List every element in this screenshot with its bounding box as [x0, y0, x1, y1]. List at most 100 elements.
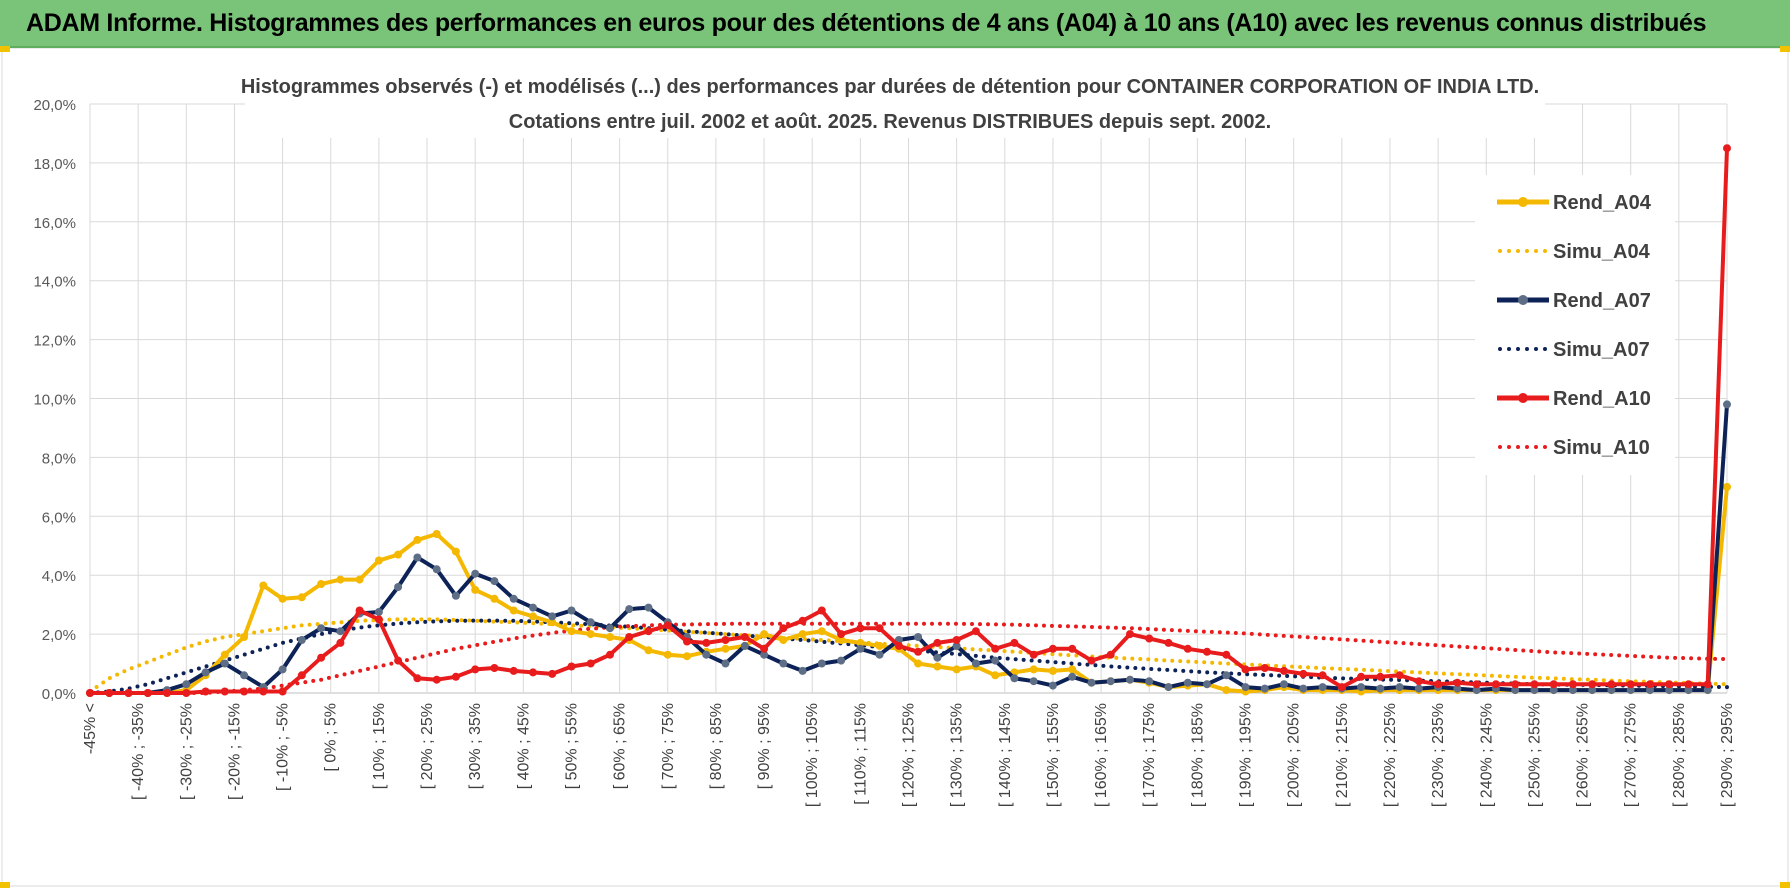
legend-label: Simu_A07 — [1553, 339, 1650, 361]
data-point — [220, 650, 229, 659]
x-tick-label: [ 100% ; 105% — [804, 703, 821, 807]
data-point — [1703, 686, 1712, 695]
data-point — [1087, 678, 1096, 687]
data-point — [567, 606, 576, 615]
data-point — [663, 650, 672, 659]
data-point — [1241, 665, 1250, 674]
data-point — [1299, 684, 1308, 693]
data-point — [606, 650, 614, 659]
data-point — [760, 650, 769, 659]
y-tick-label: 20,0% — [33, 97, 76, 114]
data-point — [432, 565, 441, 574]
data-point — [1048, 666, 1057, 675]
data-point — [374, 556, 383, 565]
data-point — [1684, 680, 1693, 689]
x-tick-label: [ 130% ; 135% — [949, 703, 966, 807]
data-point — [471, 665, 480, 674]
data-point — [259, 687, 268, 696]
x-tick-label: [ 170% ; 175% — [1141, 703, 1158, 807]
data-point — [240, 633, 249, 641]
data-point — [1126, 675, 1134, 684]
data-point — [798, 616, 807, 625]
data-point — [432, 530, 441, 538]
data-point — [432, 675, 441, 684]
x-tick-label: [ 290% ; 295% — [1719, 703, 1736, 807]
data-point — [644, 646, 653, 655]
data-point — [297, 636, 306, 644]
x-tick-label: [ 50% ; 55% — [563, 703, 580, 789]
data-point — [509, 666, 518, 675]
data-point — [702, 638, 711, 647]
data-point — [529, 612, 537, 621]
x-tick-label: [ 270% ; 275% — [1623, 703, 1640, 807]
data-point — [1222, 650, 1231, 659]
data-point — [933, 653, 942, 662]
data-point — [971, 627, 980, 636]
data-point — [1568, 686, 1577, 695]
data-point — [548, 612, 557, 621]
data-point — [779, 659, 788, 668]
data-point — [182, 689, 191, 697]
legend-label: Simu_A10 — [1553, 437, 1650, 459]
data-point — [394, 656, 403, 665]
data-point — [817, 659, 826, 668]
data-point — [1048, 681, 1057, 690]
data-point — [1646, 686, 1654, 695]
data-point — [1491, 680, 1500, 689]
x-tick-label: [ 280% ; 285% — [1671, 703, 1688, 807]
data-point — [240, 687, 249, 696]
data-point — [644, 603, 653, 612]
data-point — [1549, 686, 1558, 695]
data-point — [952, 636, 961, 644]
data-point — [875, 650, 884, 659]
data-point — [1318, 683, 1327, 692]
data-point — [1087, 656, 1096, 665]
data-point — [721, 644, 730, 653]
data-point — [894, 641, 903, 650]
data-point — [914, 647, 923, 656]
legend-label: Rend_A10 — [1553, 388, 1651, 410]
data-point — [1280, 666, 1288, 675]
data-point — [317, 653, 326, 662]
data-point — [394, 583, 403, 591]
data-point — [1010, 638, 1019, 647]
data-point — [259, 581, 268, 590]
data-point — [1568, 680, 1577, 689]
data-point — [355, 575, 364, 584]
data-point — [856, 624, 865, 633]
data-point — [760, 644, 769, 653]
data-point — [201, 668, 210, 677]
data-point — [817, 627, 826, 636]
legend: Rend_A04 Simu_A04 Rend_A07 Simu_A07 Rend_A10… — [1475, 175, 1675, 475]
data-point — [201, 687, 210, 696]
data-point — [336, 627, 345, 636]
data-point — [1472, 686, 1481, 695]
data-point — [1472, 680, 1481, 689]
data-point — [451, 547, 460, 556]
data-point — [606, 633, 614, 641]
legend-item: Simu_A07 — [1498, 339, 1650, 361]
data-point — [1453, 678, 1462, 687]
data-point — [586, 659, 595, 668]
data-point — [1646, 680, 1654, 689]
data-point — [1203, 680, 1211, 689]
y-tick-label: 14,0% — [33, 274, 76, 291]
data-point — [837, 630, 846, 639]
data-point — [1203, 647, 1211, 656]
data-point — [586, 618, 595, 627]
data-point — [86, 689, 94, 697]
x-tick-label: [ -10% ; -5% — [275, 703, 292, 791]
data-point — [625, 605, 634, 614]
y-tick-label: 4,0% — [42, 568, 76, 585]
data-point — [586, 630, 595, 639]
x-tick-label: [ 70% ; 75% — [660, 703, 677, 789]
data-point — [1588, 686, 1597, 695]
data-point — [317, 624, 326, 633]
data-point — [1318, 671, 1327, 680]
chart-subtitle: Cotations entre juil. 2002 et août. 2025… — [509, 111, 1271, 133]
data-point — [856, 638, 865, 647]
data-point — [991, 656, 1000, 665]
series-rend-a10 — [86, 144, 1731, 697]
x-tick-label: [ 250% ; 255% — [1526, 703, 1543, 807]
data-point — [779, 636, 788, 644]
